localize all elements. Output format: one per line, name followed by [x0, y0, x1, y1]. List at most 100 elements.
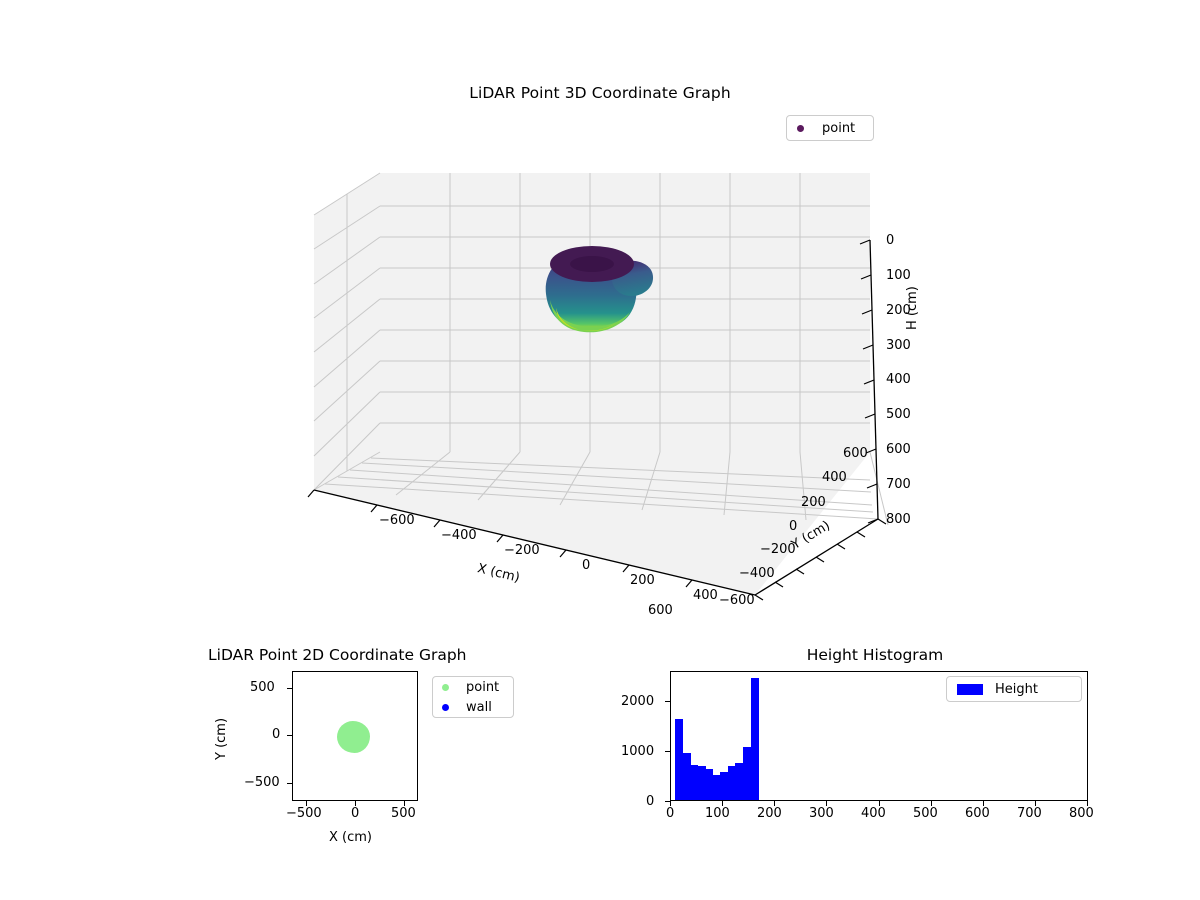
x-tickmark-hist-7	[1035, 801, 1036, 806]
y-tick-2d-2: 500	[250, 680, 275, 695]
legend-marker-point-icon	[797, 124, 804, 132]
x-tick-hist-7: 700	[1017, 806, 1042, 821]
x-tickmark-hist-6	[983, 801, 984, 806]
legend-marker-point-icon-2d	[442, 683, 449, 691]
h-tick-3d-7: 700	[886, 477, 911, 492]
x-tick-hist-8: 800	[1069, 806, 1094, 821]
cloud-top-hole	[570, 256, 614, 272]
axis-label-h-3d: H (cm)	[905, 286, 920, 330]
h-tick-3d-0: 0	[886, 233, 895, 248]
y-tickmark-hist-2	[665, 701, 670, 702]
grid-back-vertical	[449, 173, 801, 452]
x-tickmark-2d-0	[306, 801, 307, 806]
histogram-bars	[671, 672, 1087, 800]
x-tick-hist-3: 300	[809, 806, 834, 821]
h-tick-3d-8: 800	[886, 512, 911, 527]
legend-histogram[interactable]: Height	[946, 676, 1082, 702]
axes-3d[interactable]	[300, 140, 920, 620]
x-axis-ticks-3d	[307, 489, 693, 588]
y-tick-3d-5: 400	[822, 470, 847, 485]
legend-3d[interactable]: point	[786, 115, 874, 141]
h-tick-3d-3: 300	[886, 338, 911, 353]
x-tick-hist-0: 0	[666, 806, 675, 821]
y-tick-hist-0: 0	[646, 794, 655, 809]
x-tickmark-hist-2	[774, 801, 775, 806]
y-axis-ticks-3d	[754, 518, 887, 601]
x-tickmark-hist-3	[826, 801, 827, 806]
y-tick-3d-3: 0	[789, 519, 798, 534]
histogram-bar	[735, 762, 744, 800]
x-tickmark-hist-8	[1087, 801, 1088, 806]
legend-marker-height-icon	[957, 683, 983, 695]
x-tick-2d-2: 500	[391, 806, 416, 821]
h-axis-ticks-3d	[859, 239, 879, 524]
legend-entry-wall-2d: wall	[433, 697, 513, 717]
y-tick-2d-1: 0	[272, 727, 281, 742]
axes-2d[interactable]	[292, 671, 418, 801]
x-tick-hist-6: 600	[965, 806, 990, 821]
x-tick-3d-1: −400	[441, 528, 477, 543]
x-tickmark-hist-0	[670, 801, 671, 806]
y-tick-hist-2: 2000	[621, 694, 655, 709]
histogram-bar	[720, 772, 729, 800]
page-title-3d: LiDAR Point 3D Coordinate Graph	[469, 84, 731, 102]
histogram-bar	[743, 746, 752, 800]
x-tick-hist-4: 400	[861, 806, 886, 821]
legend-marker-wall-icon	[442, 703, 449, 711]
page-title-hist: Height Histogram	[0, 646, 1200, 664]
axis-label-y-2d: Y (cm)	[214, 717, 229, 760]
x-tick-3d-0: −600	[379, 513, 415, 528]
y-tickmark-2d-1	[287, 735, 292, 736]
histogram-bar	[727, 765, 737, 800]
x-tick-3d-2: −200	[504, 543, 540, 558]
h-tick-3d-6: 600	[886, 442, 911, 457]
y-tick-3d-1: −400	[739, 566, 775, 581]
x-tick-3d-3: 0	[582, 558, 591, 573]
histogram-bar	[690, 764, 699, 800]
h-tick-3d-5: 500	[886, 407, 911, 422]
page-title-2d: LiDAR Point 2D Coordinate Graph	[208, 646, 467, 664]
histogram-bar	[705, 768, 714, 800]
y-tickmark-hist-1	[665, 751, 670, 752]
y-tick-3d-2: −200	[760, 542, 796, 557]
h-tick-3d-1: 100	[886, 268, 911, 283]
cloud-bottom-rim	[550, 300, 630, 333]
x-tick-3d-5: 400	[693, 588, 718, 603]
y-tickmark-2d-2	[287, 688, 292, 689]
y-tick-3d-6: 600	[843, 446, 868, 461]
histogram-bar	[675, 718, 684, 800]
page-title-hist-text: Height Histogram	[806, 646, 944, 664]
x-tick-3d-6: 600	[648, 603, 673, 618]
x-tickmark-2d-2	[404, 801, 405, 806]
scatter-cluster-point-2d	[337, 721, 370, 753]
point-cloud-3d	[545, 246, 654, 333]
histogram-bar	[750, 677, 759, 800]
legend-entry-height: Height	[947, 677, 1081, 701]
legend-2d[interactable]: point wall	[432, 676, 514, 718]
axes-3d-canvas	[307, 172, 889, 601]
h-tick-3d-4: 400	[886, 372, 911, 387]
x-tick-hist-1: 100	[705, 806, 730, 821]
legend-label-point-3d: point	[822, 120, 856, 136]
x-tickmark-hist-4	[879, 801, 880, 806]
x-tickmark-hist-1	[722, 801, 723, 806]
grid-floor	[313, 451, 889, 526]
x-tick-2d-1: 0	[351, 806, 360, 821]
x-tick-hist-2: 200	[757, 806, 782, 821]
y-tickmark-hist-0	[665, 801, 670, 802]
x-tickmark-hist-5	[931, 801, 932, 806]
histogram-bar	[682, 753, 691, 800]
x-tick-2d-0: −500	[286, 806, 322, 821]
legend-label-point-2d: point	[466, 679, 500, 695]
x-tickmark-2d-1	[355, 801, 356, 806]
y-tickmark-2d-0	[287, 783, 292, 784]
histogram-bar	[712, 774, 721, 800]
h-tick-3d-2: 200	[886, 303, 911, 318]
y-tick-hist-1: 1000	[621, 744, 655, 759]
axis-label-x-2d: X (cm)	[329, 830, 372, 845]
grid-left-wall	[313, 172, 381, 491]
x-tick-hist-5: 500	[913, 806, 938, 821]
axes-histogram[interactable]	[670, 671, 1088, 801]
x-tick-3d-4: 200	[630, 573, 655, 588]
